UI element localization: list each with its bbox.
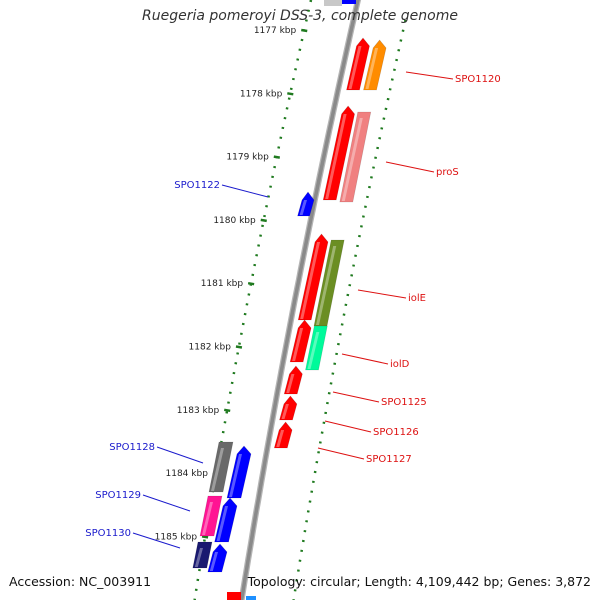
cds-block-reverse — [226, 445, 252, 499]
label-leader-line — [405, 71, 454, 80]
partial-gene-bottom — [246, 596, 256, 600]
cds-block — [346, 37, 370, 91]
cds-block-shine — [281, 404, 289, 419]
tick-mark — [260, 218, 267, 223]
tick-label: 1179 kbp — [226, 153, 269, 163]
tick-mark — [273, 155, 281, 159]
tick-label: 1177 kbp — [254, 26, 297, 36]
cds-block-shine — [348, 46, 362, 89]
gene-label: proS — [436, 167, 459, 178]
accession-text: Accession: NC_003911 — [9, 574, 152, 589]
label-leader-line — [332, 391, 380, 403]
tick-mark — [235, 345, 243, 349]
label-leader-line — [385, 161, 435, 173]
gene-label: SPO1130 — [85, 528, 131, 539]
tick-mark — [301, 28, 308, 33]
cds-block — [273, 421, 293, 449]
gene-spo1129-shine — [202, 502, 213, 535]
cds-block — [322, 105, 355, 201]
gene-label: SPO1125 — [381, 397, 427, 408]
tick-label: 1185 kbp — [155, 532, 198, 542]
cds-block-shine — [292, 328, 304, 361]
label-leader-line — [221, 184, 269, 198]
genome-summary-text: Topology: circular; Length: 4,109,442 bp… — [247, 574, 591, 589]
partial-gene-bottom — [227, 592, 241, 600]
gene-iold — [305, 325, 328, 371]
label-leader-line — [317, 447, 365, 460]
label-leader-line — [156, 446, 204, 464]
tick-mark — [247, 281, 255, 286]
cds-block — [297, 233, 329, 321]
tick-label: 1181 kbp — [201, 279, 244, 289]
cds-block-reverse-shine — [229, 454, 242, 497]
gene-label: SPO1120 — [455, 74, 501, 85]
tick-label: 1178 kbp — [240, 89, 283, 99]
cds-block-shine — [286, 374, 295, 393]
cds-block — [283, 365, 303, 395]
cds-block-reverse-shine — [209, 552, 218, 571]
gene-spo1120-shine — [365, 48, 379, 89]
partial-gene-top — [342, 0, 356, 4]
tick-label: 1183 kbp — [177, 406, 220, 416]
cds-block-reverse — [214, 497, 238, 543]
genome-backbone — [239, 0, 360, 600]
gene-label: iolD — [390, 359, 410, 370]
label-leader-line — [324, 420, 372, 433]
gene-iold-shine — [307, 332, 320, 369]
cds-block — [289, 319, 312, 363]
cds-block-shine — [276, 430, 285, 447]
gene-spo1122 — [297, 191, 315, 217]
tick-mark — [224, 408, 231, 413]
cds-block — [279, 395, 298, 421]
gene-iole-shine — [316, 246, 337, 325]
tick-label: 1180 kbp — [213, 216, 256, 226]
gene-spo1129 — [199, 495, 223, 537]
cds-block-reverse-shine — [216, 506, 228, 541]
gene-label: iolE — [408, 293, 426, 304]
tick-mark — [201, 535, 209, 539]
label-leader-line — [357, 289, 407, 299]
gene-spo1130-shine — [194, 548, 203, 567]
gene-spo1128-shine — [211, 448, 224, 491]
gene-spo1130 — [192, 541, 213, 569]
gene-spo1122-shine — [299, 200, 307, 215]
cds-block-shine — [300, 242, 320, 319]
gene-spo1128 — [208, 441, 234, 493]
gene-label: SPO1129 — [95, 490, 141, 501]
gene-label: SPO1127 — [366, 454, 412, 465]
gene-label: SPO1128 — [109, 442, 155, 453]
gene-pros-shine — [341, 118, 363, 201]
gene-pros — [339, 111, 372, 203]
gene-label: SPO1126 — [373, 427, 419, 438]
label-leader-line — [341, 353, 389, 365]
partial-gene-top — [324, 0, 342, 6]
map-title: Ruegeria pomeroyi DSS-3, complete genome — [142, 8, 458, 24]
gene-spo1120 — [363, 39, 387, 91]
label-leader-line — [132, 532, 181, 549]
tick-label: 1184 kbp — [166, 469, 209, 479]
cds-block-shine — [325, 114, 347, 199]
tick-label: 1182 kbp — [189, 343, 232, 353]
gene-label: SPO1122 — [174, 180, 220, 191]
tick-mark — [287, 92, 294, 96]
cds-block-reverse — [207, 543, 228, 573]
label-leader-line — [142, 494, 191, 512]
